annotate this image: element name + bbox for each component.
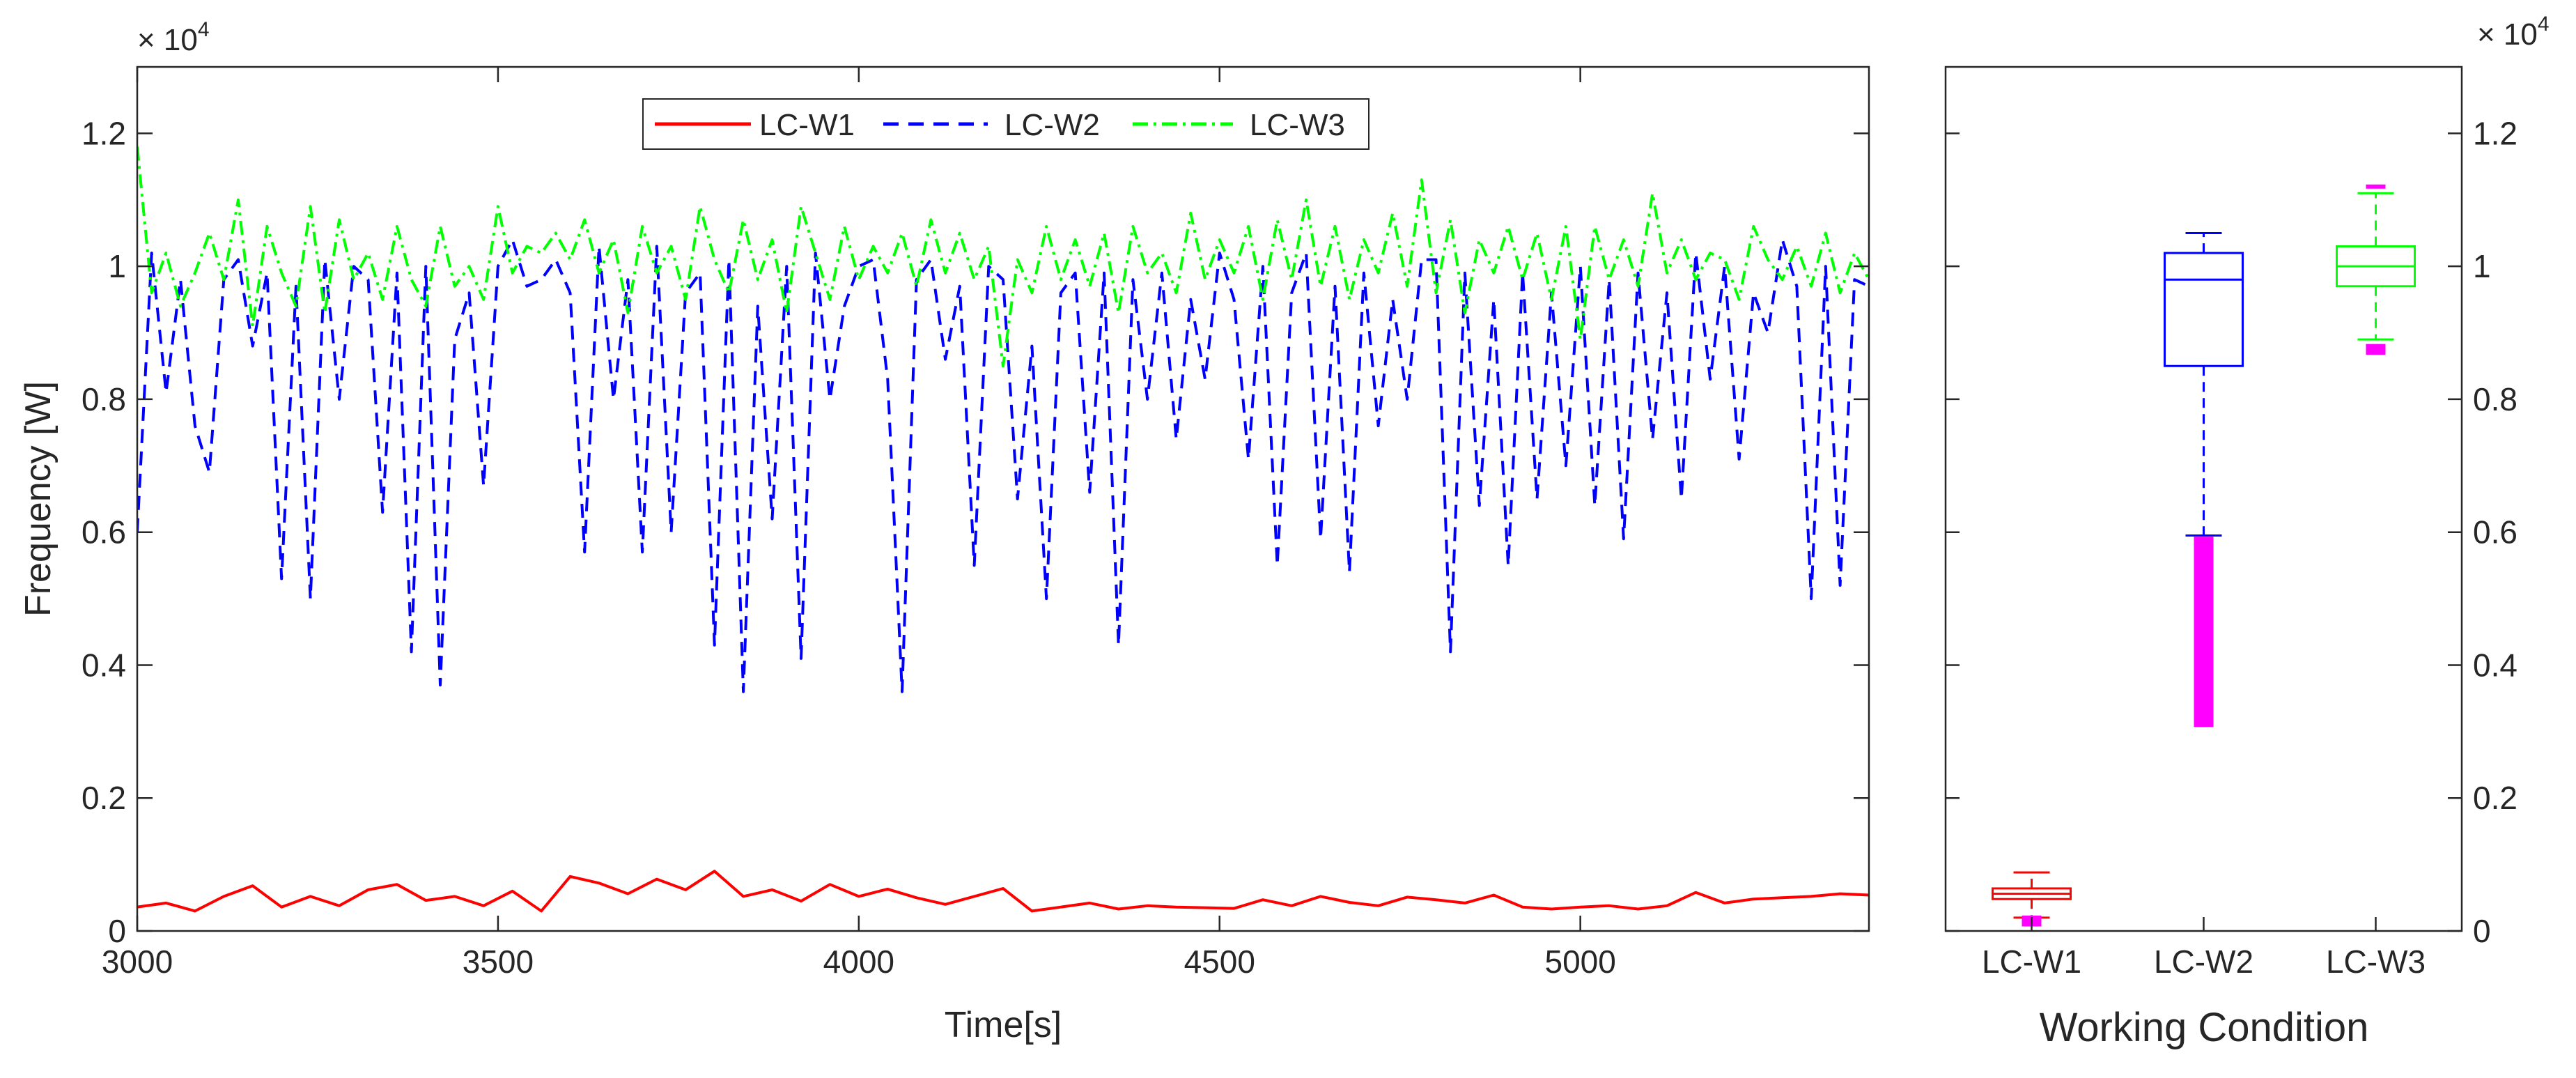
y-tick-label: 1: [2473, 248, 2491, 284]
line-chart-x-axis-label: Time[s]: [945, 1005, 1062, 1045]
x-tick-label: 4000: [823, 944, 894, 980]
y-tick-label: 0.4: [82, 647, 126, 683]
legend: LC-W1 LC-W2 LC-W3: [642, 98, 1370, 150]
series-line-lc-w2: [137, 238, 1869, 693]
y-tick-label: 0.6: [2473, 514, 2517, 550]
y-tick-label: 0.2: [2473, 780, 2517, 816]
legend-box: [642, 98, 1370, 150]
outlier-band-low: [2366, 346, 2386, 353]
y-tick-label: 0.4: [2473, 647, 2517, 683]
line-chart-plot-frame: [136, 66, 1870, 932]
x-tick-label: 3500: [463, 944, 534, 980]
y-tick-label: 0.8: [82, 381, 126, 417]
box-plot-x-axis-label: Working Condition: [2040, 1005, 2369, 1050]
iqr-box: [2164, 252, 2244, 367]
y-tick-label: 0.8: [2473, 381, 2517, 417]
line-chart-exponent-power: 4: [198, 18, 210, 41]
y-tick-label: 0: [2473, 913, 2491, 949]
box-lc-w2: [2164, 231, 2244, 727]
box-plot-exponent-label: × 104: [2477, 13, 2550, 52]
y-tick-label: 1.2: [82, 115, 126, 151]
series-line-lc-w3: [137, 146, 1869, 368]
x-tick-label: 4500: [1184, 944, 1255, 980]
line-chart-exponent-label: × 104: [137, 18, 210, 57]
series-line-lc-w1: [137, 870, 1869, 913]
y-tick-label: 0: [108, 913, 126, 949]
y-tick-label: 1.2: [2473, 115, 2517, 151]
category-tick-label: LC-W2: [2154, 944, 2253, 980]
category-tick-label: LC-W1: [1982, 944, 2081, 980]
box-plot-panel: LC-W1 LC-W2 LC-W3 0 0.2 0.4 0.6 0.8 1 1.2 × 104 W…: [1944, 13, 2550, 1050]
y-tick-label: 1: [108, 248, 126, 284]
x-tick-label: 5000: [1544, 944, 1615, 980]
y-tick-label: 0.6: [82, 514, 126, 550]
line-chart-y-axis-label: Frequency [W]: [18, 381, 59, 617]
x-tick-label: 3000: [102, 944, 173, 980]
category-tick-label: LC-W3: [2326, 944, 2426, 980]
y-tick-label: 0.2: [82, 780, 126, 816]
box-plot-exponent-power: 4: [2538, 13, 2550, 36]
legend-label-lc-w3: LC-W3: [1250, 108, 1345, 142]
box-lc-w3: [2336, 184, 2416, 355]
legend-label-lc-w1: LC-W1: [759, 108, 855, 142]
legend-label-lc-w2: LC-W2: [1004, 108, 1100, 142]
line-chart-panel: 3000 3500 4000 4500 5000 0 0.2 0.4 0.6 0.8 1 1.2 × …: [18, 18, 1870, 1045]
